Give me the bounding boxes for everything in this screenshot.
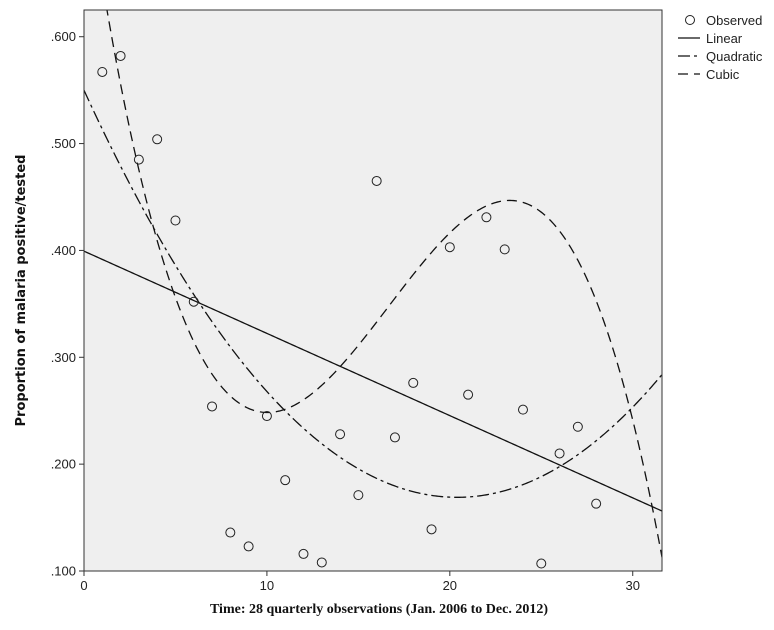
legend-quadratic-label: Quadratic [706, 49, 763, 64]
data-point [97, 66, 108, 77]
data-point [408, 377, 419, 388]
fit-line-quadratic [84, 89, 662, 498]
y-tick-label: .100 [51, 564, 76, 579]
data-point [591, 498, 602, 509]
data-point [517, 404, 528, 415]
data-point [481, 212, 492, 223]
data-point [426, 524, 437, 535]
data-point [353, 490, 364, 501]
x-tick-label: 10 [260, 578, 274, 593]
y-tick-label: .400 [51, 243, 76, 258]
data-point [554, 448, 565, 459]
fit-lines [84, 10, 662, 558]
data-point [188, 296, 199, 307]
legend-cubic-label: Cubic [706, 67, 740, 82]
observed-points [97, 50, 602, 569]
data-point [316, 557, 327, 568]
y-tick-label: .500 [51, 136, 76, 151]
data-point [371, 175, 382, 186]
data-point [536, 558, 547, 569]
legend: Observed Linear Quadratic Cubic [678, 13, 763, 82]
x-tick-label: 30 [625, 578, 639, 593]
x-tick-label: 20 [443, 578, 457, 593]
data-point [389, 432, 400, 443]
legend-observed-label: Observed [706, 13, 762, 28]
legend-observed-marker [685, 15, 695, 25]
data-point [170, 215, 181, 226]
y-tick-label: .200 [51, 457, 76, 472]
data-point [463, 389, 474, 400]
data-point [225, 527, 236, 538]
axes: 0 10 20 30 .100 .200 .300 .400 .500 .600 [51, 29, 640, 593]
data-point [133, 154, 144, 165]
legend-linear-label: Linear [706, 31, 743, 46]
x-tick-label: 0 [80, 578, 87, 593]
plot-area [84, 10, 662, 571]
fit-line-cubic [106, 10, 662, 558]
data-point [499, 244, 510, 255]
x-axis-label: Time: 28 quarterly observations (Jan. 20… [210, 602, 548, 617]
data-point [152, 134, 163, 145]
data-point [261, 411, 272, 422]
data-point [207, 401, 218, 412]
y-tick-label: .600 [51, 29, 76, 44]
data-point [115, 50, 126, 61]
data-point [572, 421, 583, 432]
y-axis-label: Proportion of malaria positive/tested [14, 155, 29, 427]
fit-line-linear [84, 250, 662, 512]
data-point [280, 475, 291, 486]
data-point [444, 242, 455, 253]
data-point [335, 429, 346, 440]
plot-frame [83, 9, 663, 572]
y-tick-label: .300 [51, 350, 76, 365]
data-point [243, 541, 254, 552]
data-point [298, 548, 309, 559]
